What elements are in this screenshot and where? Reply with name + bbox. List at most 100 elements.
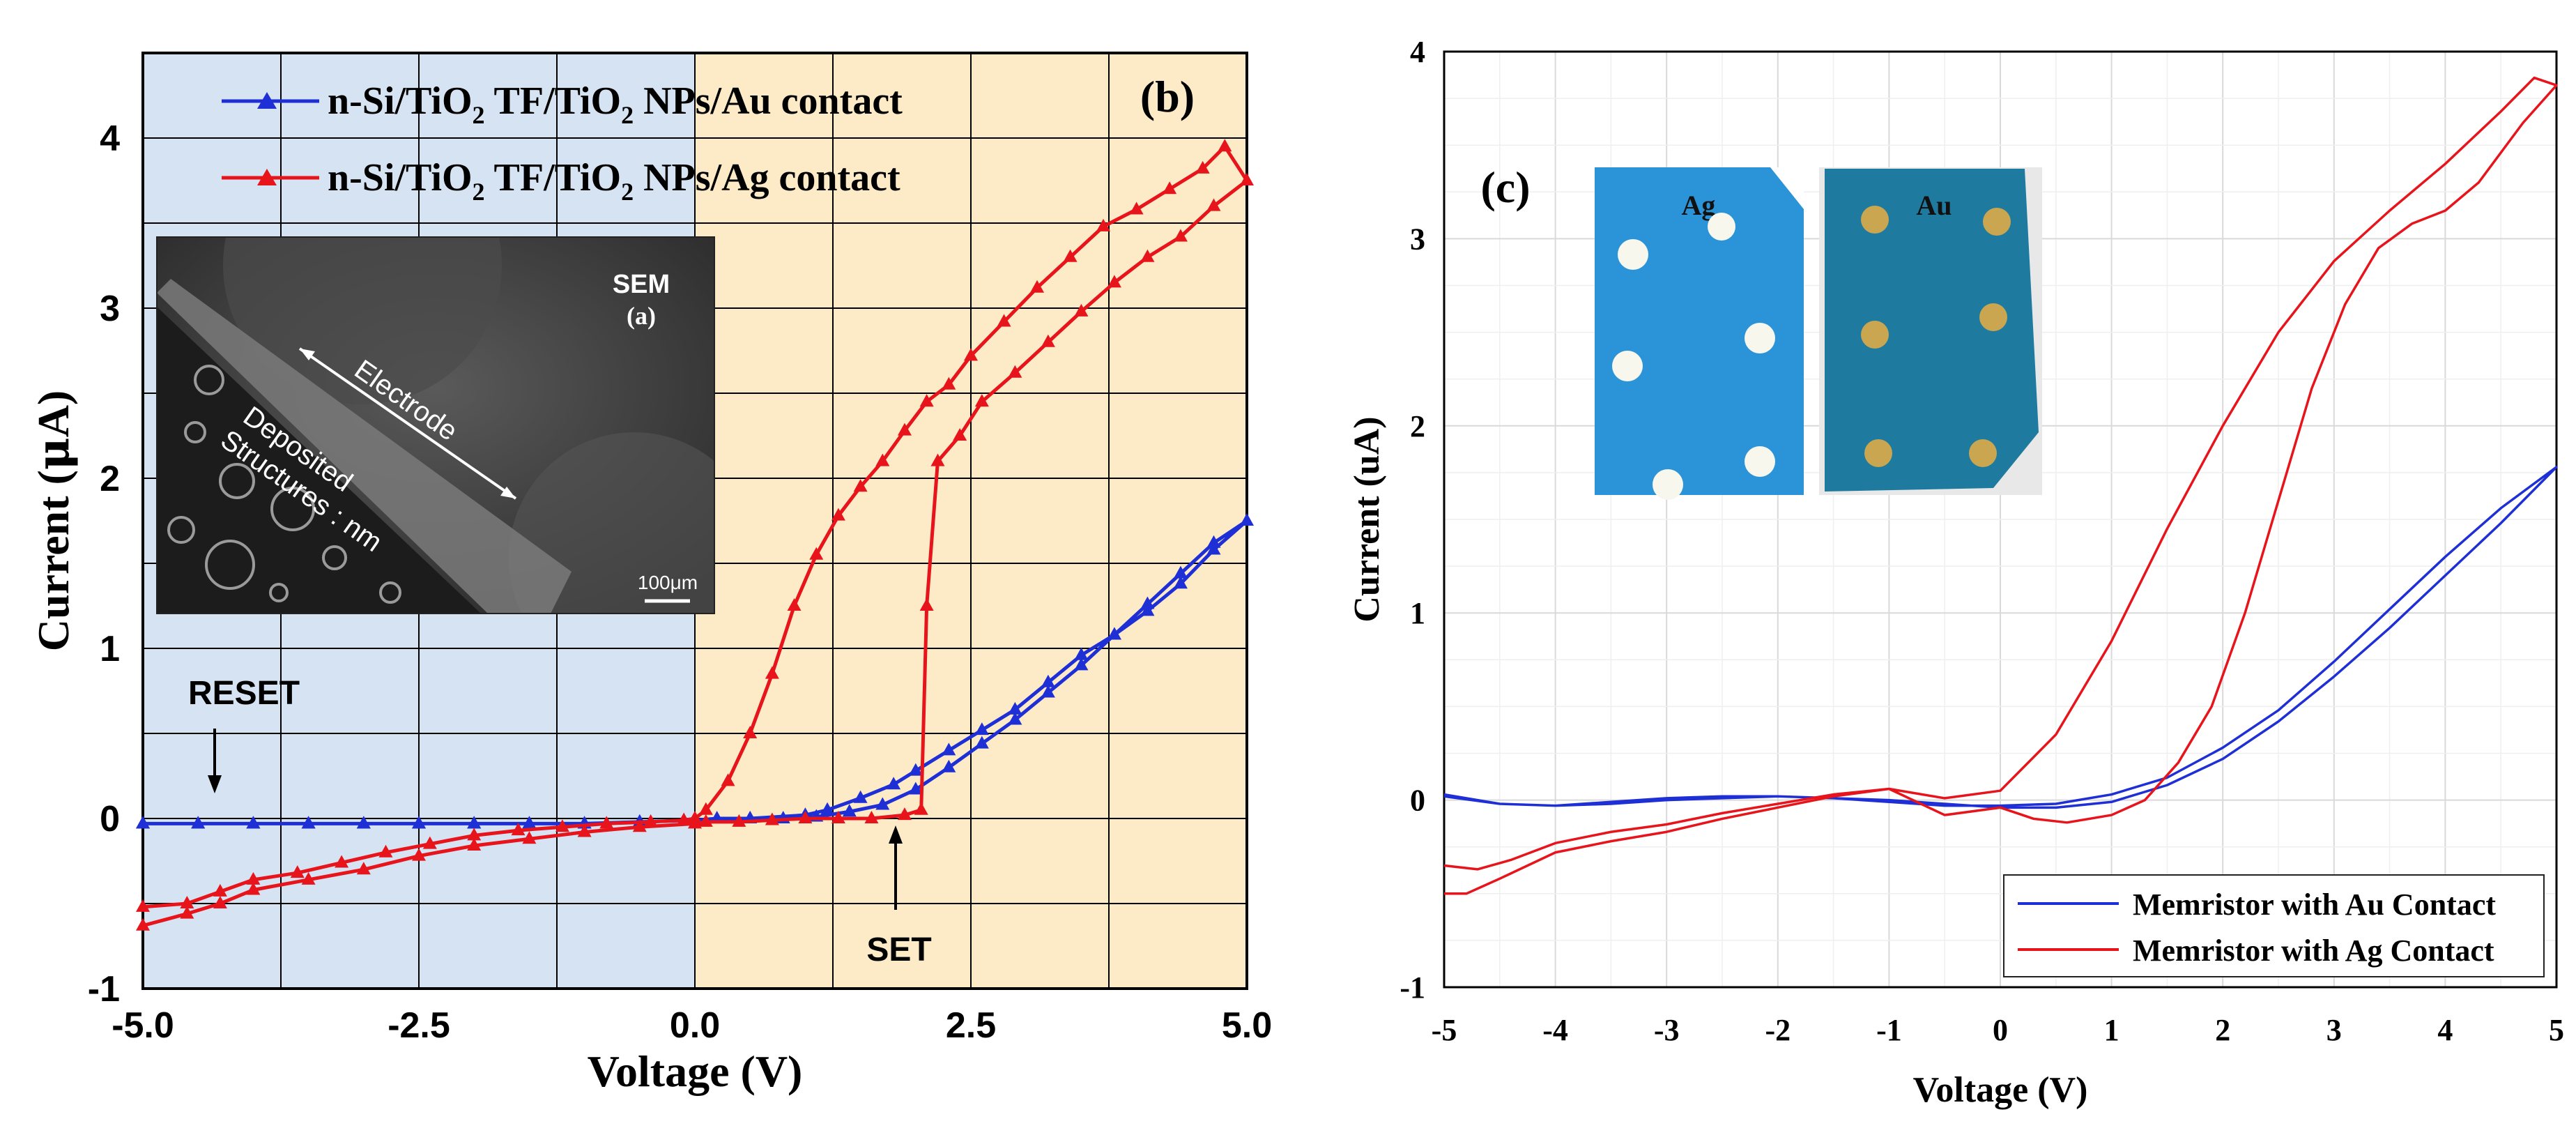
panel-b-point [1240,173,1254,185]
panel-c-frame [1443,50,2558,989]
panel-c-chart: -5 -4 -3 -2 -1 0 1 2 3 4 5 -1 0 1 2 3 4 Voltage (V) Cur… [1347,35,2564,1110]
panel-b-point [919,394,934,407]
panel-c-y-tick-labels: -1 0 1 2 3 4 [1400,35,1425,1005]
panel-b-point [1129,201,1144,215]
panel-b-point [721,773,735,786]
panel-b-point [853,790,868,803]
ag-sample-photo: Ag [1595,167,1804,500]
panel-b-point [356,862,371,875]
panel-b-x-tick-label: -2.5 [388,1005,450,1046]
panel-b-point [887,777,901,790]
panel-b-point [875,453,890,466]
panel-b-point [1163,181,1177,195]
panel-b-point [136,917,150,931]
panel-b-point [831,811,845,823]
panel-b-point [942,742,956,756]
panel-b-point [677,812,691,825]
panel-b-point [875,797,890,810]
panel-b-chart: -5.0 -2.5 0.0 2.5 5.0 -1 0 1 2 3 4 Voltage (V) Cu… [27,52,1272,1096]
panel-b-point [698,814,713,827]
panel-c-legend: Memristor with Au Contact Memristor with… [2003,874,2545,977]
svg-text:Au: Au [1916,190,1952,221]
panel-b-point [974,394,989,407]
panel-c-y-tick-label: -1 [1400,970,1425,1005]
panel-b-point [1140,603,1155,616]
svg-text:SET: SET [866,931,931,968]
au-sample-photo: Au [1819,167,2042,495]
sample-photo-inset: Ag Au [1595,167,2042,500]
panel-b-point [1140,249,1155,262]
panel-c-x-tick-label: 4 [2437,1013,2453,1047]
panel-c-x-tick-label: 1 [2104,1013,2119,1047]
panel-b-point [853,479,868,492]
panel-b-point [1240,513,1254,526]
panel-b-point [798,811,813,823]
panel-b-point [412,816,426,829]
panel-c-y-tick-label: 4 [1410,35,1425,69]
panel-c-y-tick-label: 2 [1410,409,1425,443]
panel-b-point [643,814,658,827]
panel-b-point [1008,365,1022,378]
panel-c-x-tick-label: -3 [1654,1013,1680,1047]
panel-b-point [974,722,989,736]
panel-b-point [1008,712,1022,725]
panel-b-y-tick-label: 4 [100,119,120,159]
panel-b-point [467,816,482,829]
panel-b-point [1173,565,1188,579]
panel-b-point [136,816,150,829]
panel-b-point [1173,576,1188,589]
panel-c-y-axis-label: Current (uA) [1347,416,1387,622]
panel-b-point [180,896,194,908]
panel-b-point [632,819,647,832]
panel-b-point [246,871,261,885]
panel-b-point [1206,542,1221,555]
panel-b-y-tick-label: 1 [100,629,120,669]
panel-b-point [422,836,437,849]
panel-b-point [743,726,758,738]
panel-b-y-tick-label: -1 [88,969,120,1010]
panel-b-point [1107,275,1121,288]
svg-text:RESET: RESET [188,675,300,712]
panel-b-point [599,816,614,829]
svg-text:100μm: 100μm [638,572,698,593]
panel-b-y-tick-label: 2 [100,459,120,499]
panel-b-point [732,814,746,827]
panel-b-point [864,811,879,823]
panel-b-point [964,348,978,361]
panel-b-point [301,871,316,885]
panel-b-point [1173,229,1188,242]
panel-b-point [831,508,845,521]
panel-b-point [467,838,482,851]
set-annotation: SET [866,825,932,968]
panel-b-x-tick-label: 2.5 [946,1005,996,1046]
legend-entry-au: n-Si/TiO2 TF/TiO2 NPs/Au contact [222,79,903,129]
panel-b-y-tick-label: 3 [100,289,120,329]
panel-b-point [522,816,537,829]
panel-c-x-tick-labels: -5 -4 -3 -2 -1 0 1 2 3 4 5 [1432,1013,2564,1047]
panel-c-series-line-1 [1443,76,2558,895]
panel-c-x-tick-label: -2 [1765,1013,1791,1047]
svg-text:n-Si/TiO2 TF/TiO2 NPs/Ag conta: n-Si/TiO2 TF/TiO2 NPs/Ag contact [328,156,900,206]
panel-b-point [467,828,482,841]
reset-annotation: RESET [188,675,300,793]
panel-b-point [1041,334,1055,347]
panel-c-x-tick-label: -5 [1432,1013,1457,1047]
sem-inset-image: Electrode Deposited Structures : nm SEM … [156,236,715,614]
panel-b-point [953,428,967,441]
panel-b-x-tick-label: -5.0 [112,1005,174,1046]
panel-b-point [1063,249,1078,262]
panel-c-x-tick-label: -1 [1876,1013,1902,1047]
panel-b-point [942,376,956,390]
svg-text:n-Si/TiO2 TF/TiO2 NPs/Au conta: n-Si/TiO2 TF/TiO2 NPs/Au contact [328,79,903,129]
set-arrowhead [889,825,903,844]
panel-b-x-tick-labels: -5.0 -2.5 0.0 2.5 5.0 [112,1005,1272,1046]
panel-b-point [942,759,956,772]
panel-b-point [555,819,569,832]
panel-b-point [765,812,779,825]
panel-b-point [511,823,526,836]
panel-c-x-tick-label: 3 [2326,1013,2342,1047]
panel-b-point [914,802,928,815]
panel-b-point [897,807,912,821]
panel-b-point [191,816,206,829]
panel-b-point [842,804,857,817]
